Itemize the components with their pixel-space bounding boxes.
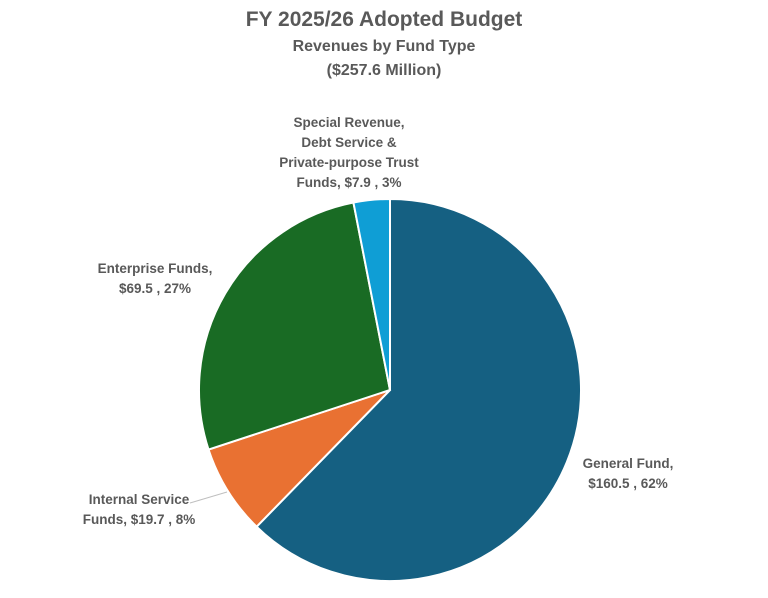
data-label: Internal Service Funds, $19.7 , 8% bbox=[83, 490, 196, 530]
chart-subtitle: Revenues by Fund Type bbox=[292, 38, 476, 55]
data-label-line: Special Revenue, bbox=[293, 115, 405, 130]
data-label-line: Enterprise Funds, bbox=[97, 261, 213, 276]
data-label: Special Revenue, Debt Service & Private-pu… bbox=[279, 113, 419, 193]
data-label-line: General Fund, bbox=[582, 456, 674, 471]
leader-line bbox=[189, 491, 228, 504]
chart-total: ($257.6 Million) bbox=[326, 62, 442, 79]
pie-slice-3 bbox=[352, 197, 391, 391]
data-label-line: Funds, $19.7 , 8% bbox=[82, 512, 196, 527]
data-label-line: $160.5 , 62% bbox=[588, 476, 668, 491]
data-label-line: $69.5 , 27% bbox=[118, 281, 192, 296]
data-label-line: Internal Service bbox=[88, 492, 190, 507]
data-label: General Fund, $160.5 , 62% bbox=[583, 454, 674, 494]
data-label-line: Funds, $7.9 , 3% bbox=[296, 175, 402, 190]
data-label-line: Debt Service & bbox=[301, 135, 397, 150]
pie-slice-0 bbox=[255, 197, 582, 582]
chart-title: FY 2025/26 Adopted Budget bbox=[245, 8, 523, 31]
data-label-line: Private-purpose Trust bbox=[279, 155, 419, 170]
pie-slice-2 bbox=[198, 201, 392, 451]
data-label: Enterprise Funds, $69.5 , 27% bbox=[98, 259, 213, 299]
